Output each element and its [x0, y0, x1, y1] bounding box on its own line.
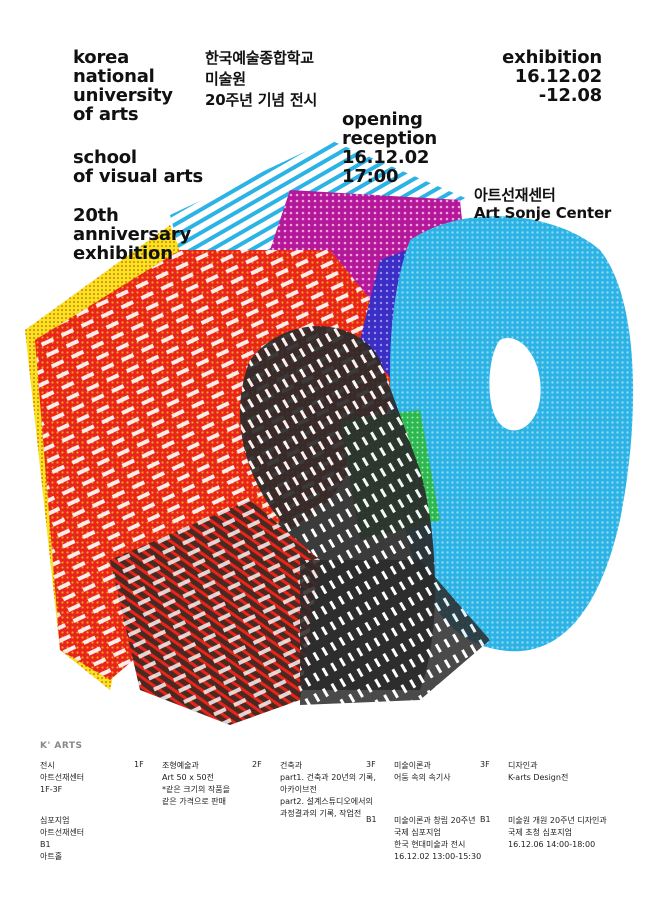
cyan-shape: [390, 216, 634, 652]
floor-2f-text: 건축과 part1. 건축과 20년의 기록, 아카이브전 part2. 설계스…: [280, 761, 376, 818]
exhibit-location: 전시 아트선재센터 1F-3F: [40, 761, 85, 794]
title-english: korea national university of arts: [73, 47, 173, 125]
karts-logo: K' ARTS: [40, 741, 83, 751]
symposium-2-text: 미술원 개원 20주년 디자인과 국제 초청 심포지엄 16.12.06 14:…: [508, 816, 607, 849]
school-name: school of visual arts: [73, 147, 204, 187]
opening-reception: opening reception 16.12.02 17:00: [342, 109, 438, 187]
venue-english: Art Sonje Center: [474, 204, 612, 222]
title-korean: 한국예술종합학교 미술원 20주년 기념 전시: [205, 49, 318, 109]
anniversary-title: 20th anniversary exhibition: [73, 205, 192, 264]
floor-1f-text: 조형예술과 Art 50 x 50전 *같은 크기의 작품을 같은 가격으로 판…: [162, 761, 230, 806]
floor-3f-b-text: 디자인과 K-arts Design전: [508, 761, 569, 782]
symposium-1-text: 미술이론과 창립 20주년 국제 심포지엄 한국 현대미술과 전시 16.12.…: [394, 816, 482, 861]
floor-3f-b: 3F: [480, 760, 490, 769]
venue-korean: 아트선재센터: [474, 186, 556, 204]
floor-1f: 1F: [134, 760, 144, 769]
floor-3f-a-text: 미술이론과 어둠 속의 속기사: [394, 761, 451, 782]
symposium-location: 심포지엄 아트선재센터 B1 아트홀: [40, 816, 85, 861]
floor-b1-b: B1: [480, 815, 491, 824]
floor-2f: 2F: [252, 760, 262, 769]
floor-b1-a: B1: [366, 815, 377, 824]
floor-3f-a: 3F: [366, 760, 376, 769]
exhibition-dates: exhibition 16.12.02 -12.08: [502, 47, 602, 106]
